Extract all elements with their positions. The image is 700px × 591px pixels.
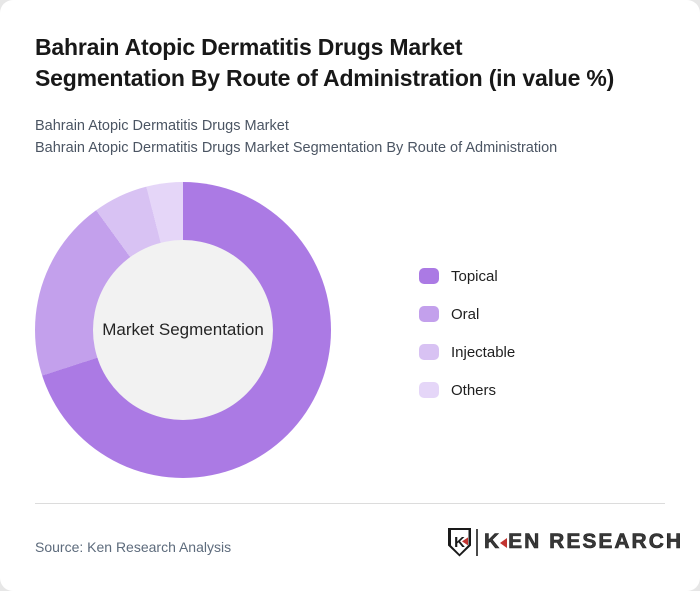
page-title-line2: Segmentation By Route of Administration …	[35, 65, 615, 91]
donut-hole: Market Segmentation	[93, 240, 273, 420]
subtitle-line1: Bahrain Atopic Dermatitis Drugs Market	[35, 118, 289, 134]
donut-center-label: Market Segmentation	[102, 320, 264, 339]
ken-research-logo: K K EN RESEARCH	[448, 527, 683, 557]
page-title-line1: Bahrain Atopic Dermatitis Drugs Market	[35, 34, 463, 60]
legend-swatch	[419, 306, 439, 322]
subtitle: Bahrain Atopic Dermatitis Drugs Market B…	[35, 115, 675, 159]
wordmark-rest: EN RESEARCH	[508, 530, 684, 554]
legend-item-others: Others	[419, 381, 515, 399]
legend-swatch	[419, 382, 439, 398]
shield-icon: K	[448, 527, 471, 557]
brand-wordmark: K EN RESEARCH	[484, 530, 683, 554]
legend-item-topical: Topical	[419, 267, 515, 285]
legend-label: Injectable	[451, 343, 516, 361]
subtitle-line2: Bahrain Atopic Dermatitis Drugs Market S…	[35, 140, 558, 156]
legend-swatch	[419, 268, 439, 284]
donut-chart-area: Market Segmentation	[35, 182, 331, 478]
wordmark-k: K	[484, 530, 502, 554]
footer-divider	[35, 503, 665, 504]
wordmark-triangle-icon	[500, 538, 508, 548]
source-note: Source: Ken Research Analysis	[35, 539, 232, 555]
legend-label: Topical	[451, 267, 498, 285]
shield-triangle-icon	[462, 537, 468, 546]
legend-swatch	[419, 344, 439, 360]
logo-divider-bar	[476, 528, 478, 556]
shield-letter: K	[450, 530, 469, 554]
legend-item-oral: Oral	[419, 305, 515, 323]
chart-legend: Topical Oral Injectable Others	[419, 267, 515, 419]
legend-label: Others	[451, 381, 497, 399]
page-title: Bahrain Atopic Dermatitis Drugs Market S…	[35, 32, 675, 94]
legend-item-injectable: Injectable	[419, 343, 515, 361]
legend-label: Oral	[451, 305, 480, 323]
